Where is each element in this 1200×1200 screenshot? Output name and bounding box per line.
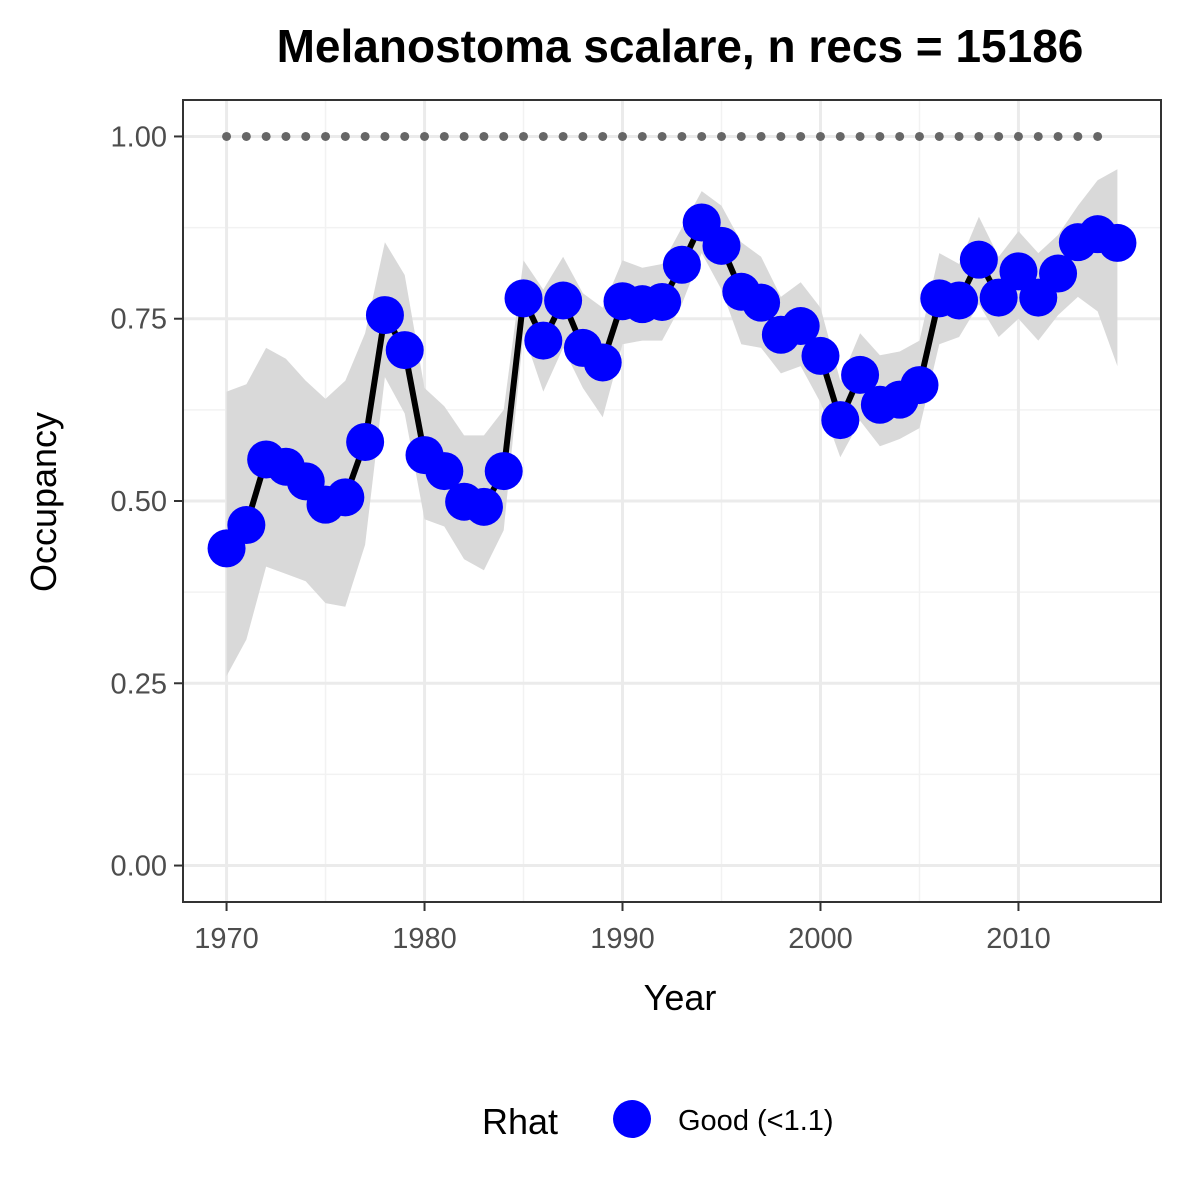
reference-point (558, 131, 568, 141)
reference-point (499, 131, 509, 141)
occupancy-point (326, 478, 365, 517)
reference-point (538, 131, 548, 141)
occupancy-point (524, 321, 563, 360)
occupancy-point (900, 366, 939, 405)
reference-point (222, 131, 232, 141)
occupancy-line-layer (224, 219, 1119, 551)
reference-point (281, 131, 291, 141)
reference-point (914, 131, 924, 141)
occupancy-point (940, 281, 979, 320)
reference-point (519, 131, 529, 141)
reference-point (439, 131, 449, 141)
y-tick-label: 0.75 (111, 304, 167, 336)
reference-point (360, 131, 370, 141)
reference-point (479, 131, 489, 141)
plot-area (182, 99, 1162, 903)
reference-point (756, 131, 766, 141)
y-tick-label: 0.50 (111, 486, 167, 518)
occupancy-point (979, 278, 1018, 317)
reference-points-layer (222, 131, 1103, 141)
reference-point (736, 131, 746, 141)
y-tick-label: 0.25 (111, 668, 167, 700)
reference-point (459, 131, 469, 141)
occupancy-point (484, 452, 523, 491)
x-axis: 1970 1980 1990 2000 2010 (194, 902, 1051, 955)
reference-point (974, 131, 984, 141)
reference-point (400, 131, 410, 141)
reference-point (657, 131, 667, 141)
reference-point (677, 131, 687, 141)
occupancy-line (224, 219, 1119, 551)
reference-point (301, 131, 311, 141)
reference-point (261, 131, 271, 141)
reference-point (934, 131, 944, 141)
reference-point (835, 131, 845, 141)
reference-point (340, 131, 350, 141)
reference-point (637, 131, 647, 141)
legend-label-good: Good (<1.1) (678, 1105, 834, 1137)
reference-point (1033, 131, 1043, 141)
reference-point (954, 131, 964, 141)
reference-point (1053, 131, 1063, 141)
reference-point (776, 131, 786, 141)
occupancy-point (425, 452, 464, 491)
x-tick-label: 1970 (194, 923, 259, 955)
occupancy-point (841, 355, 880, 394)
reference-point (321, 131, 331, 141)
y-tick-label: 1.00 (111, 121, 167, 153)
legend: Rhat Good (<1.1) (482, 1100, 834, 1142)
occupancy-point (999, 252, 1038, 291)
reference-point (697, 131, 707, 141)
y-tick-label: 0.00 (111, 851, 167, 883)
reference-point (895, 131, 905, 141)
y-axis: 0.00 0.25 0.50 0.75 1.00 (111, 121, 183, 883)
reference-point (598, 131, 608, 141)
reference-point (241, 131, 251, 141)
reference-point (815, 131, 825, 141)
reference-point (994, 131, 1004, 141)
legend-title: Rhat (482, 1101, 558, 1142)
reference-point (420, 131, 430, 141)
occupancy-point (365, 296, 404, 335)
reference-point (796, 131, 806, 141)
occupancy-point (544, 281, 583, 320)
occupancy-point (346, 422, 385, 461)
x-tick-label: 1990 (590, 923, 655, 955)
reference-point (618, 131, 628, 141)
occupancy-point (959, 240, 998, 279)
reference-point (1073, 131, 1083, 141)
reference-point (1093, 131, 1103, 141)
occupancy-point (504, 279, 543, 318)
occupancy-point (821, 401, 860, 440)
x-tick-label: 2010 (986, 923, 1051, 955)
occupancy-point (583, 343, 622, 382)
x-axis-title: Year (644, 977, 717, 1018)
reference-point (578, 131, 588, 141)
x-tick-label: 1980 (392, 923, 457, 955)
reference-point (380, 131, 390, 141)
reference-point (716, 131, 726, 141)
chart-title: Melanostoma scalare, n recs = 15186 (277, 20, 1084, 72)
reference-point (855, 131, 865, 141)
occupancy-point (385, 331, 424, 370)
x-tick-label: 2000 (788, 923, 853, 955)
occupancy-point (1098, 223, 1137, 262)
occupancy-point (464, 487, 503, 526)
legend-key-good (613, 1100, 651, 1138)
occupancy-point (643, 282, 682, 321)
y-axis-title: Occupancy (23, 412, 64, 592)
occupancy-point (742, 283, 781, 322)
occupancy-point (702, 226, 741, 265)
reference-point (875, 131, 885, 141)
occupancy-point (662, 245, 701, 284)
occupancy-point (227, 506, 266, 545)
occupancy-point (801, 336, 840, 375)
reference-point (1013, 131, 1023, 141)
occupancy-points-layer (207, 203, 1137, 568)
occupancy-point (1039, 254, 1078, 293)
occupancy-point (781, 307, 820, 346)
